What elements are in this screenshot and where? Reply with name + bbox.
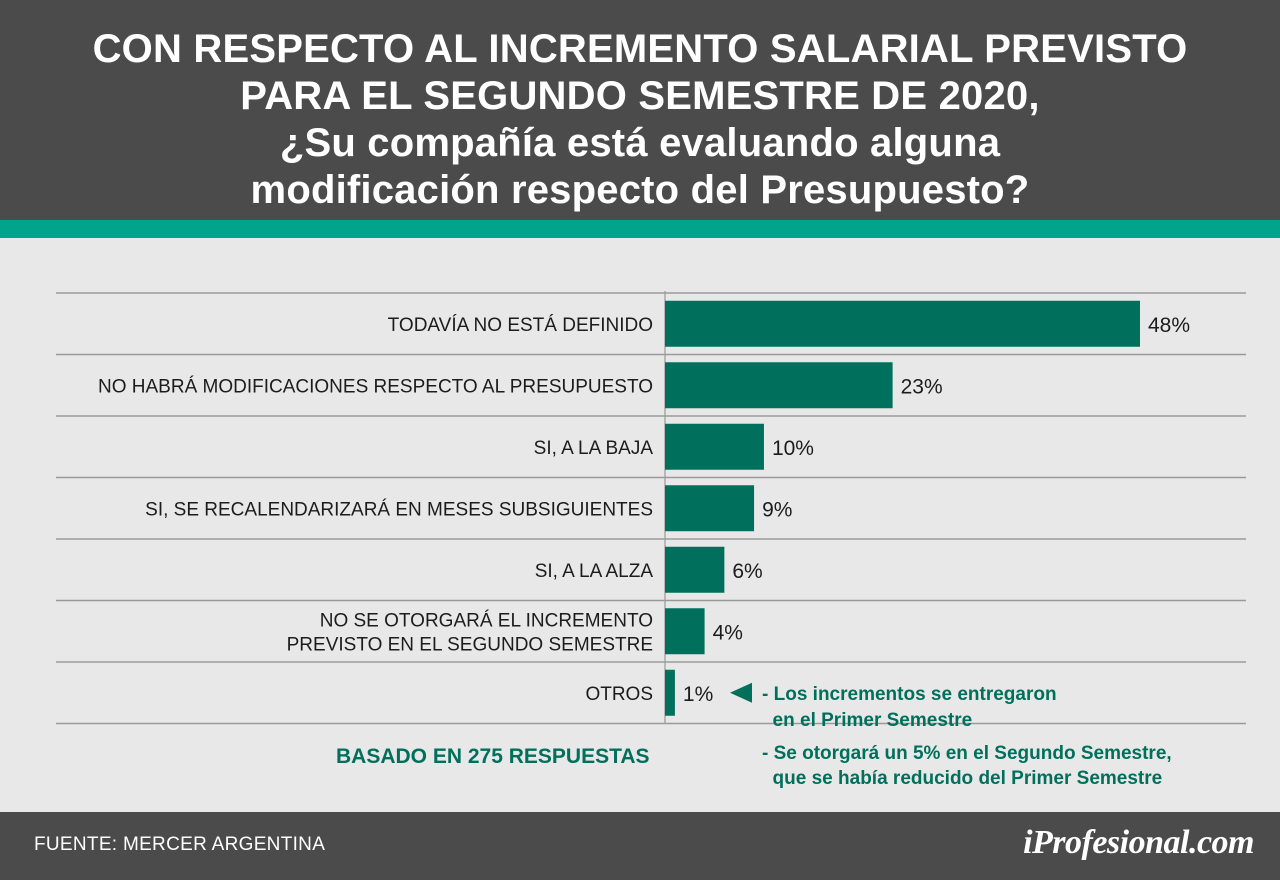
title-line: ¿Su compañía está evaluando alguna <box>279 121 1001 165</box>
value-label: 6% <box>732 560 762 583</box>
category-label: TODAVÍA NO ESTÁ DEFINIDO <box>388 315 653 336</box>
category-label: NO SE OTORGARÁ EL INCREMENTO PREVISTO EN … <box>287 610 653 655</box>
category-label-line: SI, A LA ALZA <box>535 561 654 582</box>
value-label: 4% <box>713 621 743 644</box>
accent-band <box>0 220 1280 238</box>
title-line: CON RESPECTO AL INCREMENTO SALARIAL PREV… <box>92 27 1188 71</box>
category-label-line: PREVISTO EN EL SEGUNDO SEMESTRE <box>287 634 653 655</box>
bar <box>665 546 725 593</box>
value-label: 48% <box>1148 314 1190 337</box>
category-label-line: NO SE OTORGARÁ EL INCREMENTO <box>320 610 653 631</box>
category-label: NO HABRÁ MODIFICACIONES RESPECTO AL PRES… <box>98 376 653 397</box>
value-label: 1% <box>683 683 713 706</box>
value-label: 9% <box>762 498 792 521</box>
bar <box>665 300 1140 347</box>
header: CON RESPECTO AL INCREMENTO SALARIAL PREV… <box>0 0 1280 220</box>
annotation-line: - Los incrementos se entregaron <box>762 684 1057 705</box>
bar <box>665 423 764 470</box>
source-text: FUENTE: MERCER ARGENTINA <box>34 834 326 855</box>
annotation-line: que se había reducido del Primer Semestr… <box>762 768 1162 789</box>
title-line: PARA EL SEGUNDO SEMESTRE DE 2020, <box>240 74 1040 118</box>
category-label-line: OTROS <box>585 684 653 705</box>
category-label-line: NO HABRÁ MODIFICACIONES RESPECTO AL PRES… <box>98 376 653 397</box>
bar <box>665 362 893 409</box>
category-label-line: SI, SE RECALENDARIZARÁ EN MESES SUBSIGUI… <box>145 499 653 520</box>
bar <box>665 485 755 532</box>
category-label: SI, A LA ALZA <box>535 561 654 582</box>
chart-title: CON RESPECTO AL INCREMENTO SALARIAL PREV… <box>0 26 1280 214</box>
category-label: OTROS <box>585 684 653 705</box>
value-label: 23% <box>901 375 943 398</box>
brand-logo: iProfesional.com <box>1023 824 1254 861</box>
chart-area: TODAVÍA NO ESTÁ DEFINIDO 48% NO HABRÁ MODI… <box>0 238 1280 810</box>
responses-note: BASADO EN 275 RESPUESTAS <box>336 745 650 768</box>
footer: FUENTE: MERCER ARGENTINA iProfesional.co… <box>0 812 1280 880</box>
title-line: modificación respecto del Presupuesto? <box>250 168 1030 212</box>
value-label: 10% <box>772 437 814 460</box>
annotation-line: en el Primer Semestre <box>762 710 972 731</box>
annotation-line: - Se otorgará un 5% en el Segundo Semest… <box>762 743 1172 764</box>
category-label: SI, A LA BAJA <box>534 438 654 459</box>
bar-chart: TODAVÍA NO ESTÁ DEFINIDO 48% NO HABRÁ MODI… <box>56 291 1246 789</box>
category-label-line: TODAVÍA NO ESTÁ DEFINIDO <box>388 315 653 336</box>
category-label: SI, SE RECALENDARIZARÁ EN MESES SUBSIGUI… <box>145 499 653 520</box>
category-label-line: SI, A LA BAJA <box>534 438 654 459</box>
annotation-arrow <box>730 682 752 703</box>
annotation-text: - Los incrementos se entregaron en el Pr… <box>762 684 1172 789</box>
bar <box>665 608 705 655</box>
bar <box>665 669 675 716</box>
